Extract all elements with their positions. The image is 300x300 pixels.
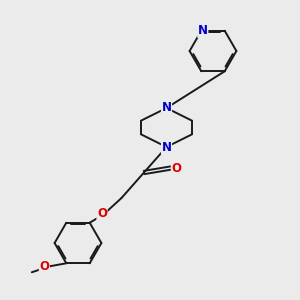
Text: O: O bbox=[171, 161, 182, 175]
Text: N: N bbox=[161, 101, 172, 114]
Text: O: O bbox=[39, 260, 50, 273]
Text: N: N bbox=[161, 141, 172, 154]
Text: O: O bbox=[97, 207, 107, 220]
Text: N: N bbox=[198, 24, 208, 37]
